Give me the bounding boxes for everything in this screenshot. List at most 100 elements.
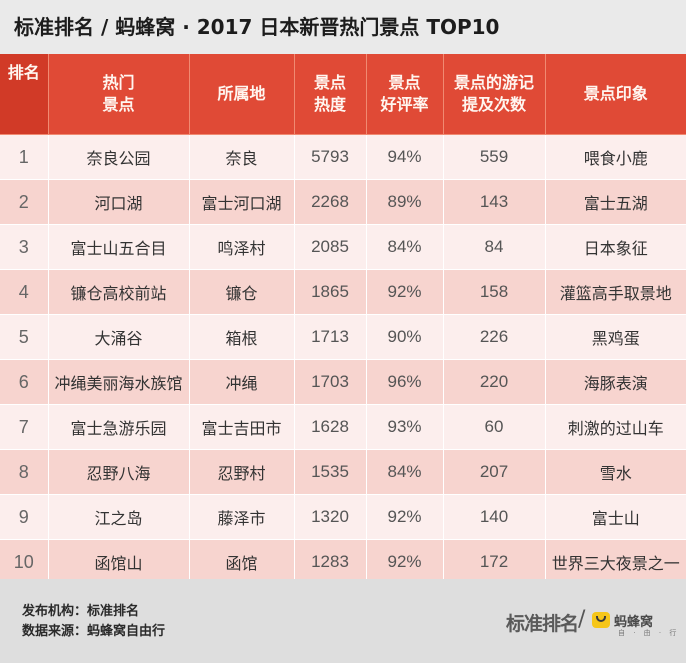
cell-rank: 9 bbox=[0, 494, 49, 540]
cell-heat: 1535 bbox=[294, 449, 367, 495]
column-header-rank: 排名 bbox=[0, 54, 49, 135]
cell-mentions: 226 bbox=[443, 314, 546, 360]
cell-rating: 93% bbox=[366, 404, 444, 450]
cell-rank: 4 bbox=[0, 269, 49, 315]
cell-mentions: 143 bbox=[443, 179, 546, 225]
column-header-location: 所属地 bbox=[189, 54, 295, 135]
cell-rating: 84% bbox=[366, 224, 444, 270]
cell-heat: 1713 bbox=[294, 314, 367, 360]
column-header-mentions: 景点的游记 提及次数 bbox=[443, 54, 546, 135]
cell-impression: 日本象征 bbox=[545, 224, 686, 270]
cell-location: 鸣泽村 bbox=[189, 224, 295, 270]
cell-location: 藤泽市 bbox=[189, 494, 295, 540]
cell-impression: 富士五湖 bbox=[545, 179, 686, 225]
cell-name: 奈良公园 bbox=[48, 134, 190, 180]
cell-impression: 富士山 bbox=[545, 494, 686, 540]
table-head: 排名 热门 景点 所属地 景点 热度 景点 好评率 景点的游记 提及次数 景点印象 bbox=[0, 54, 686, 135]
cell-rank: 5 bbox=[0, 314, 49, 360]
table-row: 10 函馆山 函馆 1283 92% 172 世界三大夜景之一 bbox=[0, 539, 686, 585]
column-header-line: 景点的游记 bbox=[453, 73, 534, 92]
brand-divider: / bbox=[578, 607, 586, 632]
cell-name: 富士山五合目 bbox=[48, 224, 190, 270]
cell-impression: 雪水 bbox=[545, 449, 686, 495]
cell-mentions: 84 bbox=[443, 224, 546, 270]
cell-heat: 1283 bbox=[294, 539, 367, 585]
cell-heat: 1703 bbox=[294, 359, 367, 405]
cell-heat: 2085 bbox=[294, 224, 367, 270]
cell-location: 富士河口湖 bbox=[189, 179, 295, 225]
cell-impression: 灌篮高手取景地 bbox=[545, 269, 686, 315]
cell-mentions: 60 bbox=[443, 404, 546, 450]
mafengwo-brand-subtext: 自 · 由 · 行 bbox=[618, 629, 680, 637]
publisher-text: 发布机构：标准排名 bbox=[22, 604, 140, 619]
cell-location: 富士吉田市 bbox=[189, 404, 295, 450]
table-header-row: 排名 热门 景点 所属地 景点 热度 景点 好评率 景点的游记 提及次数 景点印象 bbox=[0, 54, 686, 135]
cell-impression: 海豚表演 bbox=[545, 359, 686, 405]
column-header-line: 所属地 bbox=[217, 84, 266, 103]
cell-rank: 10 bbox=[0, 539, 49, 585]
cell-rank: 6 bbox=[0, 359, 49, 405]
column-header-line: 热度 bbox=[313, 95, 346, 114]
cell-location: 函馆 bbox=[189, 539, 295, 585]
cell-rank: 3 bbox=[0, 224, 49, 270]
table-row: 7 富士急游乐园 富士吉田市 1628 93% 60 刺激的过山车 bbox=[0, 404, 686, 450]
column-header-line: 景点印象 bbox=[583, 84, 648, 103]
table-body: 1 奈良公园 奈良 5793 94% 559 喂食小鹿 2 河口湖 富士河口湖 2268 89% 143… bbox=[0, 134, 686, 585]
cell-rank: 7 bbox=[0, 404, 49, 450]
cell-location: 镰仓 bbox=[189, 269, 295, 315]
cell-mentions: 158 bbox=[443, 269, 546, 315]
source-text: 数据来源：蚂蜂窝自由行 bbox=[22, 624, 166, 639]
cell-heat: 1865 bbox=[294, 269, 367, 315]
table-row: 9 江之岛 藤泽市 1320 92% 140 富士山 bbox=[0, 494, 686, 540]
cell-rank: 2 bbox=[0, 179, 49, 225]
column-header-line: 排名 bbox=[7, 63, 40, 82]
mafengwo-brand-text: 蚂蜂窝 bbox=[614, 615, 654, 630]
cell-mentions: 140 bbox=[443, 494, 546, 540]
table-row: 5 大涌谷 箱根 1713 90% 226 黑鸡蛋 bbox=[0, 314, 686, 360]
cell-impression: 黑鸡蛋 bbox=[545, 314, 686, 360]
cell-rating: 89% bbox=[366, 179, 444, 225]
column-header-line: 提及次数 bbox=[461, 95, 526, 114]
cell-rating: 96% bbox=[366, 359, 444, 405]
cell-mentions: 559 bbox=[443, 134, 546, 180]
cell-rating: 90% bbox=[366, 314, 444, 360]
cell-impression: 刺激的过山车 bbox=[545, 404, 686, 450]
cell-heat: 5793 bbox=[294, 134, 367, 180]
cell-name: 函馆山 bbox=[48, 539, 190, 585]
column-header-line: 景点 bbox=[388, 73, 421, 92]
table-row: 6 冲绳美丽海水族馆 冲绳 1703 96% 220 海豚表演 bbox=[0, 359, 686, 405]
ranking-table: 排名 热门 景点 所属地 景点 热度 景点 好评率 景点的游记 提及次数 景点印象 1 奈良公园 奈良 5… bbox=[0, 54, 686, 585]
cell-name: 江之岛 bbox=[48, 494, 190, 540]
cell-location: 箱根 bbox=[189, 314, 295, 360]
cell-heat: 1628 bbox=[294, 404, 367, 450]
table-row: 4 镰仓高校前站 镰仓 1865 92% 158 灌篮高手取景地 bbox=[0, 269, 686, 315]
cell-rank: 8 bbox=[0, 449, 49, 495]
table-row: 1 奈良公园 奈良 5793 94% 559 喂食小鹿 bbox=[0, 134, 686, 180]
table-row: 2 河口湖 富士河口湖 2268 89% 143 富士五湖 bbox=[0, 179, 686, 225]
cell-heat: 1320 bbox=[294, 494, 367, 540]
cell-name: 镰仓高校前站 bbox=[48, 269, 190, 315]
cell-location: 奈良 bbox=[189, 134, 295, 180]
cell-rating: 94% bbox=[366, 134, 444, 180]
brand-logo-text: 标准排名 bbox=[506, 613, 579, 635]
cell-rating: 92% bbox=[366, 269, 444, 315]
cell-heat: 2268 bbox=[294, 179, 367, 225]
mafengwo-logo-icon bbox=[592, 612, 610, 628]
cell-impression: 喂食小鹿 bbox=[545, 134, 686, 180]
cell-name: 富士急游乐园 bbox=[48, 404, 190, 450]
footer: 发布机构：标准排名 数据来源：蚂蜂窝自由行 标准排名 / 蚂蜂窝 自 · 由 ·… bbox=[0, 579, 686, 663]
cell-name: 冲绳美丽海水族馆 bbox=[48, 359, 190, 405]
column-header-line: 景点 bbox=[313, 73, 346, 92]
cell-rank: 1 bbox=[0, 134, 49, 180]
cell-name: 忍野八海 bbox=[48, 449, 190, 495]
cell-location: 冲绳 bbox=[189, 359, 295, 405]
cell-impression: 世界三大夜景之一 bbox=[545, 539, 686, 585]
cell-name: 大涌谷 bbox=[48, 314, 190, 360]
cell-mentions: 172 bbox=[443, 539, 546, 585]
cell-rating: 84% bbox=[366, 449, 444, 495]
cell-name: 河口湖 bbox=[48, 179, 190, 225]
cell-rating: 92% bbox=[366, 539, 444, 585]
page-title: 标准排名 / 蚂蜂窝 · 2017 日本新晋热门景点 TOP10 bbox=[14, 15, 500, 39]
column-header-name: 热门 景点 bbox=[48, 54, 190, 135]
